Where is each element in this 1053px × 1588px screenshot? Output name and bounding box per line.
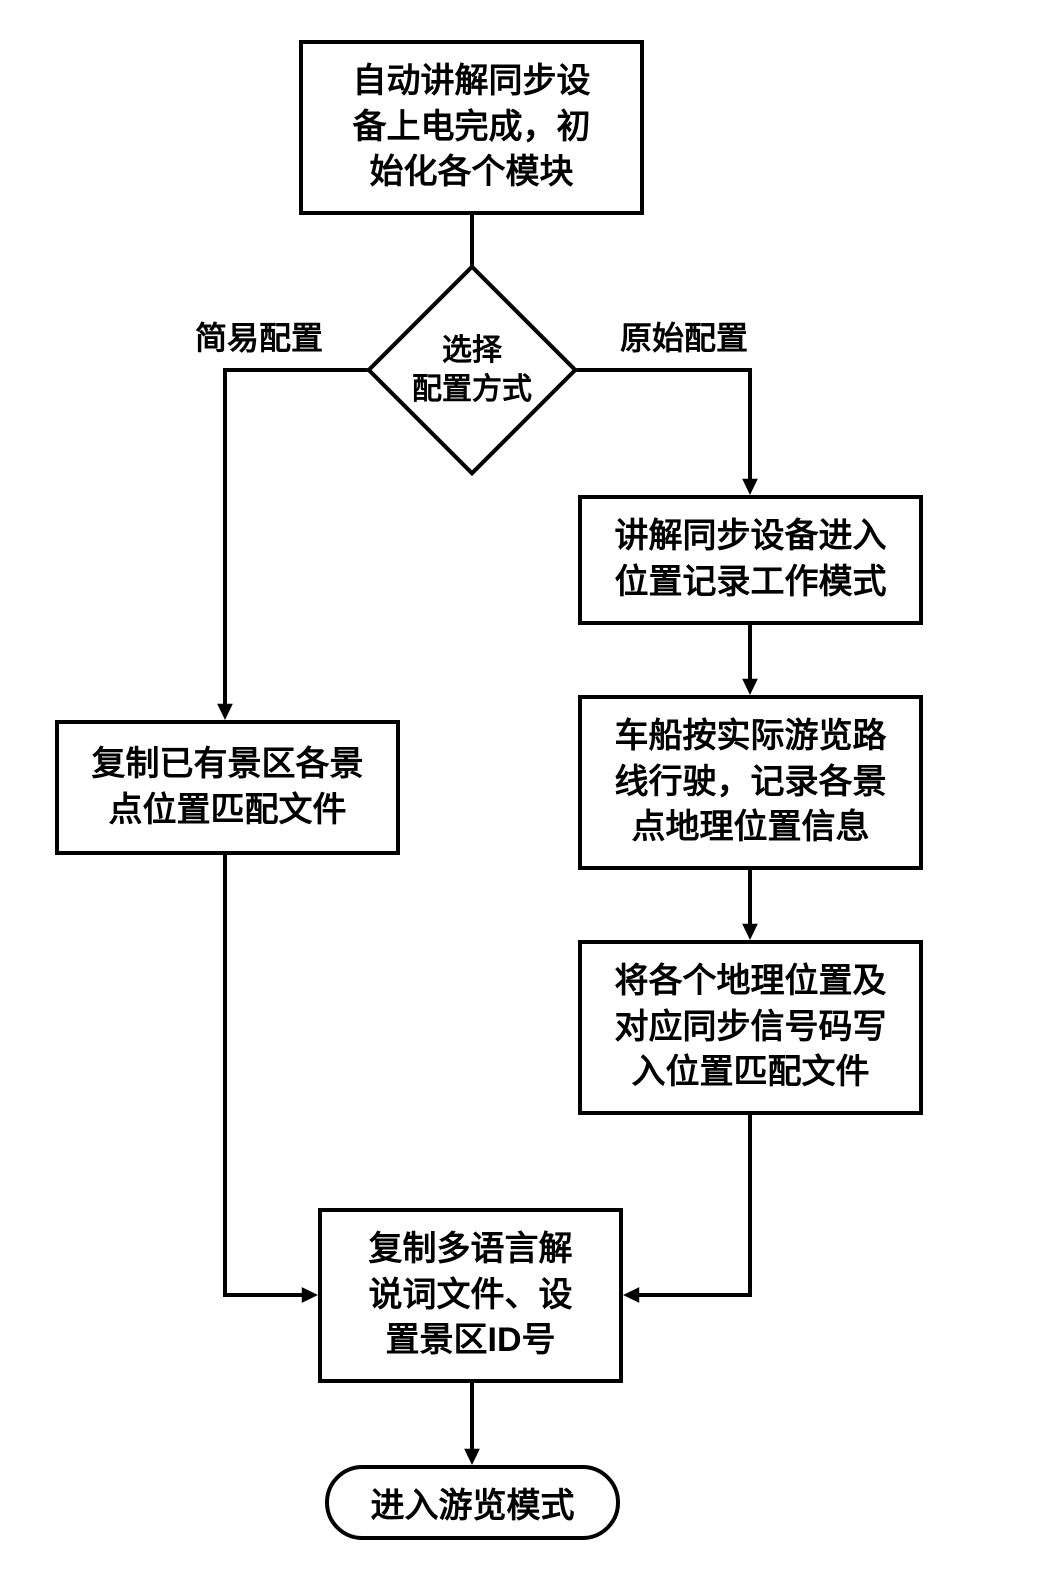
node-copy-existing-text: 复制已有景区各景点位置匹配文件 — [92, 742, 364, 834]
node-record-locations: 车船按实际游览路线行驶，记录各景点地理位置信息 — [578, 695, 923, 870]
edge-label-original-config: 原始配置 — [620, 313, 748, 359]
node-record-locations-text: 车船按实际游览路线行驶，记录各景点地理位置信息 — [615, 714, 887, 852]
node-decision-text: 选择配置方式 — [397, 295, 547, 445]
node-enter-record-mode-text: 讲解同步设备进入位置记录工作模式 — [615, 514, 887, 606]
node-start-text: 自动讲解同步设备上电完成，初始化各个模块 — [353, 59, 591, 197]
edge-label-simple-config: 简易配置 — [195, 313, 323, 359]
node-start: 自动讲解同步设备上电完成，初始化各个模块 — [299, 40, 644, 215]
node-write-match-file-text: 将各个地理位置及对应同步信号码写入位置匹配文件 — [615, 959, 887, 1097]
node-copy-language-files-text: 复制多语言解说词文件、设置景区ID号 — [369, 1227, 573, 1365]
node-terminal-end: 进入游览模式 — [325, 1465, 620, 1540]
node-write-match-file: 将各个地理位置及对应同步信号码写入位置匹配文件 — [578, 940, 923, 1115]
node-terminal-end-text: 进入游览模式 — [371, 1478, 575, 1527]
node-copy-existing: 复制已有景区各景点位置匹配文件 — [55, 720, 400, 855]
node-decision: 选择配置方式 — [397, 295, 547, 445]
node-enter-record-mode: 讲解同步设备进入位置记录工作模式 — [578, 495, 923, 625]
node-copy-language-files: 复制多语言解说词文件、设置景区ID号 — [318, 1208, 623, 1383]
